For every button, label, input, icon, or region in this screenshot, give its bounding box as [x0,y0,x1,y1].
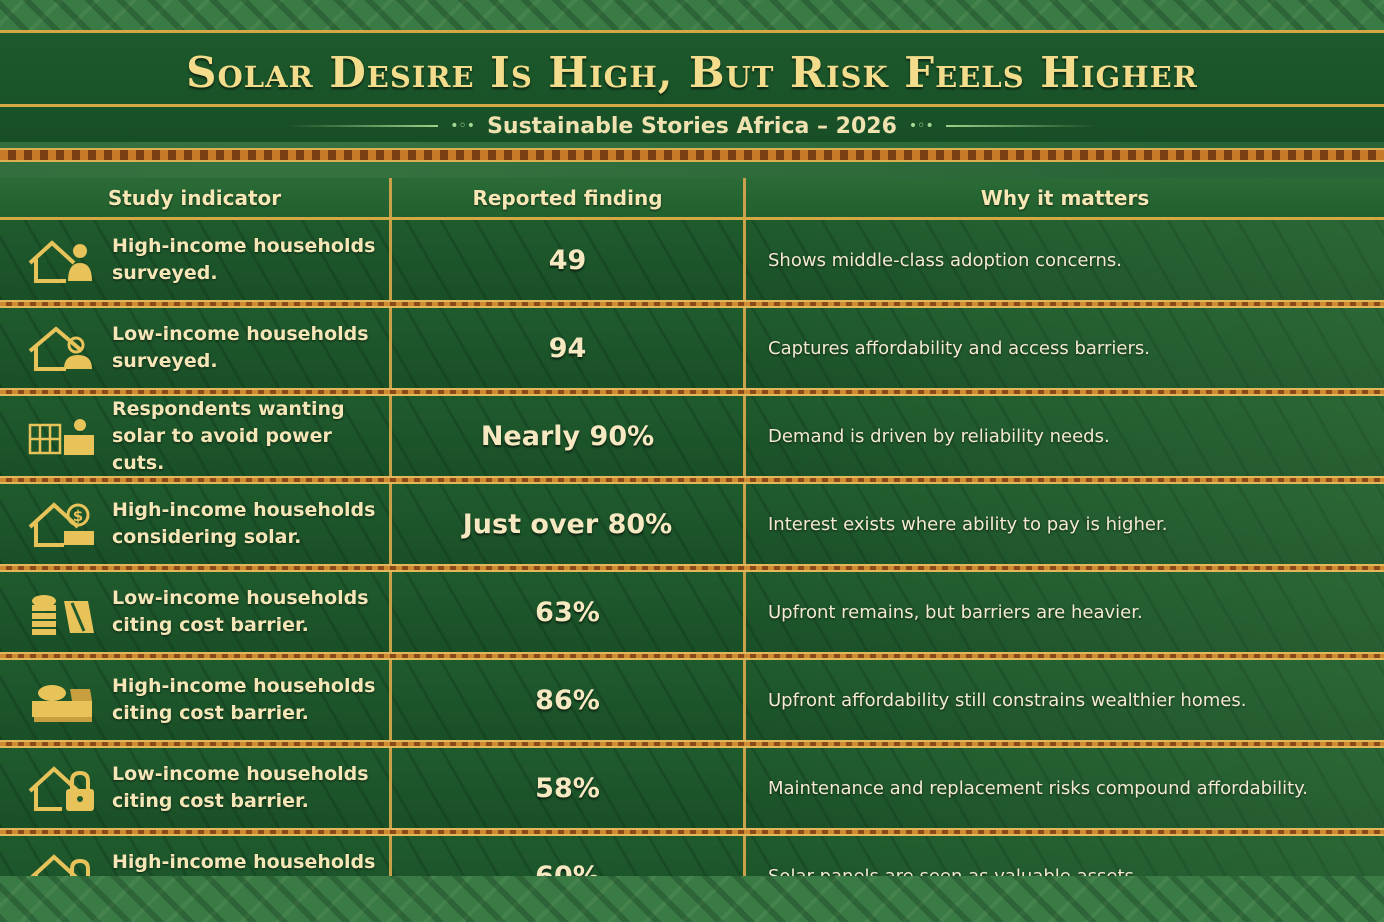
indicator-text: Low-income households surveyed. [112,323,369,372]
column-header-indicator: Study indicator [0,178,392,217]
why-text: Interest exists where ability to pay is … [746,484,1384,564]
dots-ornament-icon: •◦• [908,118,934,134]
subtitle: Sustainable Stories Africa – 2026 [487,113,897,139]
indicator-text: Low-income households citing cost barrie… [112,763,369,812]
indicator-cell: Low-income households citing cost barrie… [0,748,392,828]
indicator-text: Respondents wanting solar to avoid power… [112,397,345,474]
table-row: Respondents wanting solar to avoid power… [0,396,1384,476]
row-divider [0,828,1384,836]
gold-rule [0,104,1384,107]
why-text: Shows middle-class adoption concerns. [746,220,1384,300]
solar-panel-icon [24,408,100,464]
row-divider [0,388,1384,396]
house-person-icon [24,232,100,288]
why-text: Upfront affordability still constrains w… [746,660,1384,740]
indicator-text: Low-income households citing cost barrie… [112,587,369,636]
finding-value: Just over 80% [392,484,746,564]
ornament-line-icon [288,125,439,127]
table-row: High-income households citing cost barri… [0,660,1384,740]
indicator-cell: $ High-income households considering sol… [0,484,392,564]
why-text: Upfront remains, but barriers are heavie… [746,572,1384,652]
table-row: High-income households surveyed. 49 Show… [0,220,1384,300]
header: Solar Desire Is High, But Risk Feels Hig… [0,30,1384,142]
house-heart-icon [24,320,100,376]
indicator-text: High-income households considering solar… [112,499,376,548]
indicator-text: High-income households surveyed. [112,235,376,284]
column-header-finding: Reported finding [392,178,746,217]
finding-value: 49 [392,220,746,300]
table-row: Low-income households surveyed. 94 Captu… [0,308,1384,388]
indicator-cell: High-income households surveyed. [0,220,392,300]
indicator-text: High-income households citing cost barri… [112,675,376,724]
subtitle-row: •◦• Sustainable Stories Africa – 2026 •◦… [0,110,1384,142]
finding-value: 63% [392,572,746,652]
leaf-pattern-bottom [0,876,1384,922]
gold-rule [0,30,1384,33]
indicator-cell: Low-income households citing cost barrie… [0,572,392,652]
table-body: High-income households surveyed. 49 Show… [0,220,1384,922]
table-row: Low-income households citing cost barrie… [0,748,1384,828]
page-title: Solar Desire Is High, But Risk Feels Hig… [186,48,1198,97]
tribal-border [0,148,1384,162]
dots-ornament-icon: •◦• [450,118,476,134]
column-header-why: Why it matters [980,185,1150,210]
row-divider [0,564,1384,572]
finding-value: 58% [392,748,746,828]
row-divider [0,740,1384,748]
table-header: Study indicator Reported finding Why it … [0,178,1384,220]
finding-value: 86% [392,660,746,740]
money-panel-icon [24,672,100,728]
svg-text:$: $ [73,507,83,525]
findings-table: Study indicator Reported finding Why it … [0,178,1384,922]
row-divider [0,476,1384,484]
why-text: Demand is driven by reliability needs. [746,396,1384,476]
row-divider [0,300,1384,308]
ornament-line-icon [945,125,1096,127]
finding-value: 94 [392,308,746,388]
indicator-cell: Respondents wanting solar to avoid power… [0,396,392,476]
indicator-cell: Low-income households surveyed. [0,308,392,388]
table-row: Low-income households citing cost barrie… [0,572,1384,652]
indicator-cell: High-income households citing cost barri… [0,660,392,740]
finding-value: Nearly 90% [392,396,746,476]
house-dollar-icon: $ [24,496,100,552]
why-text: Captures affordability and access barrie… [746,308,1384,388]
row-divider [0,652,1384,660]
table-row: $ High-income households considering sol… [0,484,1384,564]
coins-panel-icon [24,584,100,640]
why-text: Maintenance and replacement risks compou… [746,748,1384,828]
house-lock-icon [24,760,100,816]
